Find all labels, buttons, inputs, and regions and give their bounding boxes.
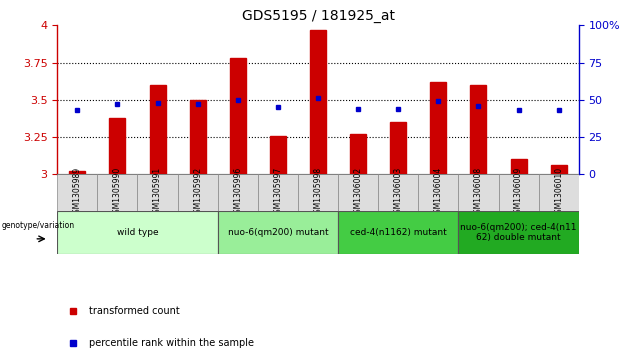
FancyBboxPatch shape bbox=[459, 174, 499, 211]
FancyBboxPatch shape bbox=[218, 174, 258, 211]
Text: GSM1306009: GSM1306009 bbox=[514, 167, 523, 218]
FancyBboxPatch shape bbox=[298, 174, 338, 211]
Bar bbox=[190, 100, 205, 174]
FancyBboxPatch shape bbox=[258, 174, 298, 211]
Text: GSM1306008: GSM1306008 bbox=[474, 167, 483, 218]
FancyBboxPatch shape bbox=[97, 174, 137, 211]
FancyBboxPatch shape bbox=[418, 174, 459, 211]
Bar bbox=[109, 118, 125, 174]
Text: GSM1305990: GSM1305990 bbox=[113, 167, 122, 218]
Title: GDS5195 / 181925_at: GDS5195 / 181925_at bbox=[242, 9, 394, 23]
Text: percentile rank within the sample: percentile rank within the sample bbox=[88, 338, 254, 348]
Text: genotype/variation: genotype/variation bbox=[1, 221, 74, 230]
FancyBboxPatch shape bbox=[539, 174, 579, 211]
Text: GSM1305996: GSM1305996 bbox=[233, 167, 242, 218]
Bar bbox=[431, 82, 446, 174]
Text: GSM1305997: GSM1305997 bbox=[273, 167, 282, 218]
Text: nuo-6(qm200); ced-4(n11
62) double mutant: nuo-6(qm200); ced-4(n11 62) double mutan… bbox=[460, 223, 577, 242]
Bar bbox=[471, 85, 487, 174]
Bar bbox=[310, 30, 326, 174]
Bar bbox=[511, 159, 527, 174]
FancyBboxPatch shape bbox=[338, 174, 378, 211]
FancyBboxPatch shape bbox=[378, 174, 418, 211]
FancyBboxPatch shape bbox=[57, 174, 97, 211]
FancyBboxPatch shape bbox=[499, 174, 539, 211]
Text: nuo-6(qm200) mutant: nuo-6(qm200) mutant bbox=[228, 228, 328, 237]
Bar bbox=[230, 58, 245, 174]
FancyBboxPatch shape bbox=[459, 211, 579, 254]
Text: GSM1306002: GSM1306002 bbox=[354, 167, 363, 218]
FancyBboxPatch shape bbox=[57, 211, 218, 254]
Bar bbox=[69, 171, 85, 174]
Text: wild type: wild type bbox=[116, 228, 158, 237]
Text: GSM1306004: GSM1306004 bbox=[434, 167, 443, 218]
Text: GSM1306003: GSM1306003 bbox=[394, 167, 403, 218]
FancyBboxPatch shape bbox=[177, 174, 218, 211]
Bar bbox=[350, 134, 366, 174]
Text: ced-4(n1162) mutant: ced-4(n1162) mutant bbox=[350, 228, 446, 237]
Bar bbox=[270, 135, 286, 174]
Bar bbox=[551, 165, 567, 174]
Bar bbox=[149, 85, 165, 174]
Text: GSM1305989: GSM1305989 bbox=[73, 167, 82, 218]
Text: GSM1305998: GSM1305998 bbox=[314, 167, 322, 218]
FancyBboxPatch shape bbox=[338, 211, 459, 254]
FancyBboxPatch shape bbox=[218, 211, 338, 254]
Text: GSM1305991: GSM1305991 bbox=[153, 167, 162, 218]
Text: GSM1306010: GSM1306010 bbox=[554, 167, 563, 218]
FancyBboxPatch shape bbox=[137, 174, 177, 211]
Bar bbox=[391, 122, 406, 174]
Text: transformed count: transformed count bbox=[88, 306, 179, 316]
Text: GSM1305992: GSM1305992 bbox=[193, 167, 202, 218]
